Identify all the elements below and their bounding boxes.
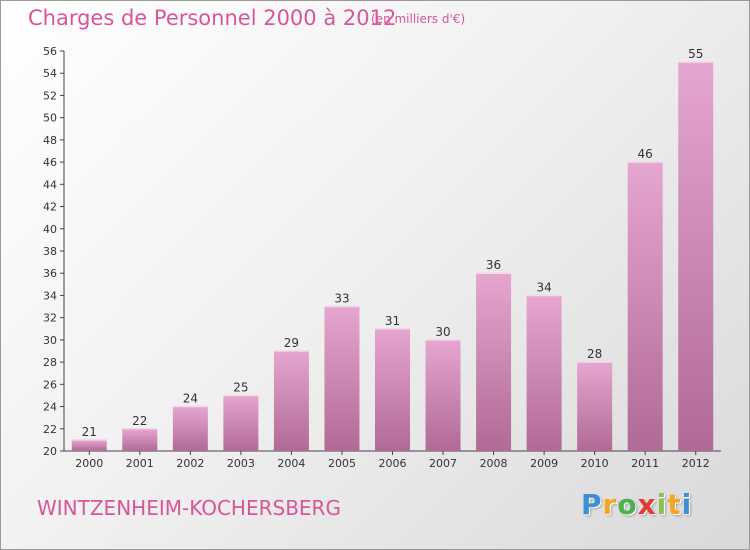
proxiti-logo: Proxiti	[581, 488, 692, 521]
logo-letter: i	[656, 488, 668, 521]
y-tick-label: 26	[43, 378, 57, 391]
logo-letter: x	[637, 488, 657, 521]
commune-name: WINTZENHEIM-KOCHERSBERG	[37, 496, 341, 520]
y-tick-label: 38	[43, 245, 57, 258]
x-tick-label: 2005	[328, 457, 356, 470]
bar-value-label: 46	[638, 147, 653, 161]
x-tick-label: 2007	[429, 457, 457, 470]
x-tick-label: 2012	[682, 457, 710, 470]
logo-letter: t	[667, 488, 682, 521]
y-tick-label: 44	[43, 178, 57, 191]
y-tick-label: 32	[43, 312, 57, 325]
bar-value-label: 28	[587, 347, 602, 361]
y-tick-label: 52	[43, 89, 57, 102]
y-tick-label: 50	[43, 112, 57, 125]
y-tick-label: 54	[43, 67, 57, 80]
y-tick-label: 48	[43, 134, 57, 147]
y-tick-label: 40	[43, 223, 57, 236]
bar-value-label: 22	[132, 414, 147, 428]
bar-value-label: 34	[536, 280, 551, 294]
bar	[577, 362, 613, 451]
bar	[223, 395, 259, 451]
y-tick-label: 20	[43, 445, 57, 458]
bar	[375, 328, 410, 451]
x-tick-label: 2000	[75, 457, 103, 470]
x-tick-label: 2001	[126, 457, 154, 470]
bar	[273, 351, 309, 451]
y-tick-label: 34	[43, 289, 57, 302]
y-tick-label: 30	[43, 334, 57, 347]
bar-value-label: 33	[334, 292, 349, 306]
x-tick-label: 2011	[631, 457, 659, 470]
bar-value-label: 55	[688, 47, 703, 61]
bar-value-label: 30	[435, 325, 450, 339]
bar	[526, 295, 562, 451]
y-tick-label: 22	[43, 423, 57, 436]
bar-value-label: 36	[486, 258, 501, 272]
y-tick-label: 46	[43, 156, 57, 169]
bar-value-label: 31	[385, 314, 400, 328]
bar-value-label: 24	[183, 392, 198, 406]
bar-value-label: 25	[233, 380, 248, 394]
bar	[425, 339, 461, 451]
logo-letter: r	[602, 488, 618, 521]
bar	[71, 439, 107, 451]
y-tick-label: 42	[43, 201, 57, 214]
y-tick-label: 36	[43, 267, 57, 280]
logo-letter: i	[681, 488, 693, 521]
chart-unit: (en milliers d'€)	[371, 12, 466, 26]
bar	[122, 428, 158, 451]
x-tick-label: 2003	[227, 457, 255, 470]
bar	[172, 406, 208, 451]
x-tick-label: 2004	[277, 457, 305, 470]
logo-letter: o	[617, 488, 638, 521]
x-tick-label: 2006	[379, 457, 407, 470]
bar	[678, 62, 714, 451]
x-tick-label: 2002	[176, 457, 204, 470]
bar-value-label: 29	[284, 336, 299, 350]
chart-title: Charges de Personnel 2000 à 2012	[28, 6, 397, 30]
y-tick-label: 56	[43, 45, 57, 58]
y-tick-label: 24	[43, 401, 57, 414]
x-tick-label: 2009	[530, 457, 558, 470]
y-tick-label: 28	[43, 356, 57, 369]
bar-value-label: 21	[82, 425, 97, 439]
x-tick-label: 2008	[480, 457, 508, 470]
logo-letter: P	[581, 488, 603, 521]
bar	[627, 162, 663, 451]
bar	[476, 273, 512, 451]
bar	[324, 306, 360, 451]
x-tick-label: 2010	[581, 457, 609, 470]
